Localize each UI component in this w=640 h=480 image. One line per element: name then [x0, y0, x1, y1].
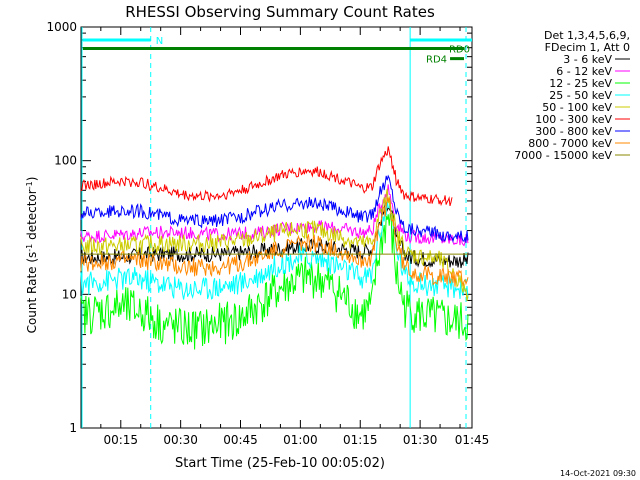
- chart-title: RHESSI Observing Summary Count Rates: [125, 3, 435, 21]
- y-tick-label: 10: [62, 287, 77, 301]
- interval-label: N: [156, 36, 163, 47]
- y-axis-label-part3: ): [25, 177, 39, 182]
- legend-entry-label: 100 - 300 keV: [535, 113, 612, 126]
- x-tick-label: 01:00: [283, 433, 318, 447]
- legend-entry-label: 300 - 800 keV: [535, 125, 612, 138]
- legend-entry-label: 12 - 25 keV: [549, 77, 612, 90]
- legend-entry-label: 6 - 12 keV: [556, 65, 612, 78]
- interval-label: RD0: [449, 45, 470, 56]
- series-line: [80, 146, 453, 207]
- x-tick-label: 00:30: [163, 433, 198, 447]
- y-tick-label: 1: [69, 421, 77, 435]
- y-tick-label: 1000: [46, 20, 77, 34]
- x-tick-label: 00:15: [103, 433, 138, 447]
- legend-entry-label: 3 - 6 keV: [563, 53, 612, 66]
- plot-area: 1 10 100 1000 00:15 00:30 00:45 01:00 01:15 01:30…: [46, 20, 489, 447]
- plot-frame: [80, 26, 473, 429]
- interval-label: RD4: [426, 55, 447, 66]
- series-line: [80, 174, 469, 243]
- x-tick-label: 00:45: [223, 433, 258, 447]
- footer-timestamp: 14-Oct-2021 09:30: [560, 469, 636, 478]
- y-axis-label-part1: Count Rate (s: [25, 252, 39, 334]
- legend-entry-label: 800 - 7000 keV: [528, 137, 612, 150]
- legend: Det 1,3,4,5,6,9,FDecim 1, Att 03 - 6 keV…: [514, 29, 630, 162]
- legend-entry-label: 50 - 100 keV: [542, 101, 612, 114]
- legend-entry-label: 25 - 50 keV: [549, 89, 612, 102]
- y-axis-label-sup2: -1: [25, 181, 34, 189]
- x-tick-label: 01:45: [455, 433, 490, 447]
- series-line: [80, 188, 469, 302]
- x-tick-label: 01:30: [403, 433, 438, 447]
- y-axis-label: Count Rate (s-1 detector-1): [25, 177, 40, 334]
- y-axis-label-sup1: -1: [25, 244, 34, 252]
- series-line: [80, 212, 469, 350]
- y-tick-label: 100: [54, 154, 77, 168]
- legend-header: Det 1,3,4,5,6,9,: [544, 29, 630, 42]
- legend-entry-label: 7000 - 15000 keV: [514, 149, 612, 162]
- legend-header: FDecim 1, Att 0: [545, 41, 630, 54]
- y-axis-label-part2: detector: [25, 189, 39, 244]
- x-axis-label: Start Time (25-Feb-10 00:05:02): [175, 456, 385, 471]
- series-line: [80, 184, 469, 247]
- series-line: [80, 195, 469, 288]
- x-tick-label: 01:15: [343, 433, 378, 447]
